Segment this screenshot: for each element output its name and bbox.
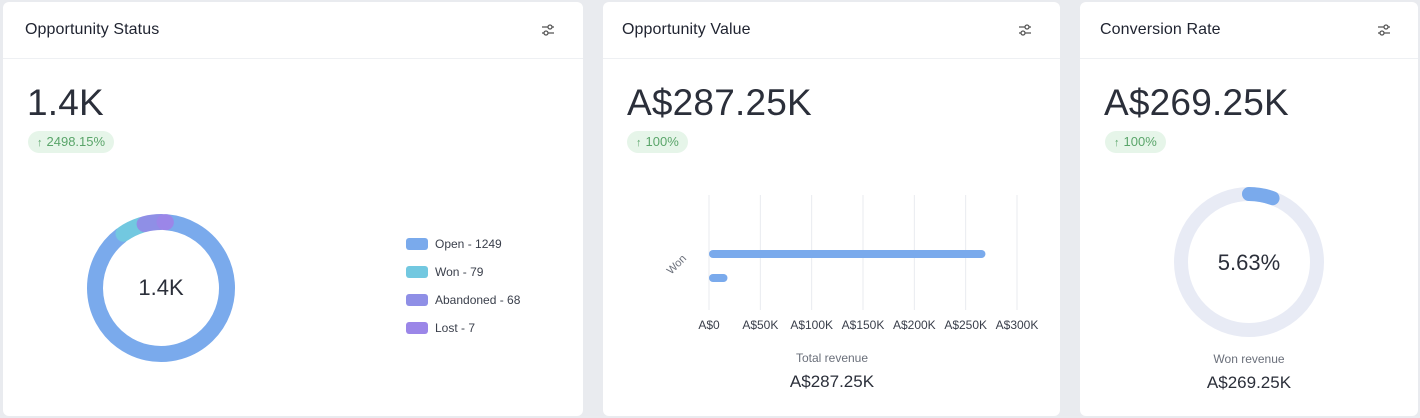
card-title: Conversion Rate (1100, 21, 1221, 38)
x-tick-label: A$200K (893, 318, 936, 332)
card-header: Opportunity Status (3, 2, 583, 59)
change-value: 100% (645, 134, 679, 149)
kpi-value: A$269.25K (1104, 82, 1289, 123)
gauge-chart: 5.63% (1174, 187, 1324, 337)
change-badge: ↑ 100% (627, 131, 688, 153)
chart-caption-value: A$287.25K (789, 372, 875, 391)
chart-caption: Won revenue (1213, 352, 1285, 366)
sliders-icon[interactable] (540, 22, 556, 38)
chart-caption-value: A$269.25K (1206, 373, 1292, 392)
legend-swatch (406, 238, 428, 250)
change-badge: ↑ 2498.15% (28, 131, 115, 153)
kpi-value: 1.4K (27, 82, 104, 123)
x-tick-label: A$150K (842, 318, 885, 332)
opportunity-status-card: Opportunity Status 1.4K ↑ 2498.15% 1.4K O… (3, 2, 583, 416)
donut-chart: 1.4K (87, 213, 235, 362)
legend-label: Abandoned - 68 (435, 293, 521, 307)
opportunity-value-card: Opportunity Value A$287.25K ↑ 100% A$0 A$5… (603, 2, 1060, 416)
card-title: Opportunity Status (25, 21, 160, 38)
x-tick-label: A$0 (698, 318, 720, 332)
change-value: 2498.15% (46, 134, 106, 149)
x-tick-label: A$300K (996, 318, 1039, 332)
card-title: Opportunity Value (622, 21, 751, 38)
gauge-center-label: 5.63% (1218, 250, 1280, 275)
donut-slice-open[interactable] (87, 214, 235, 362)
y-category-label: Won (665, 253, 689, 277)
card-header: Conversion Rate (1080, 2, 1418, 59)
arrow-up-icon: ↑ (37, 137, 43, 149)
x-tick-label: A$50K (742, 318, 778, 332)
x-tick-label: A$250K (944, 318, 987, 332)
change-badge: ↑ 100% (1105, 131, 1166, 153)
card-header: Opportunity Value (603, 2, 1060, 59)
legend-label: Won - 79 (435, 265, 484, 279)
sliders-icon[interactable] (1017, 22, 1033, 38)
legend-swatch (406, 266, 428, 278)
legend-label: Open - 1249 (435, 237, 502, 251)
x-tick-label: A$100K (790, 318, 833, 332)
gauge-fill[interactable] (1242, 187, 1280, 206)
legend-swatch (406, 322, 428, 334)
sliders-icon[interactable] (1376, 22, 1392, 38)
chart-caption: Total revenue (795, 351, 869, 365)
arrow-up-icon: ↑ (1114, 137, 1120, 149)
change-value: 100% (1123, 134, 1157, 149)
arrow-up-icon: ↑ (636, 137, 642, 149)
legend-label: Lost - 7 (435, 321, 476, 335)
donut-center-label: 1.4K (138, 275, 184, 300)
conversion-rate-card: Conversion Rate A$269.25K ↑ 100% 5.63% Wo… (1080, 2, 1418, 416)
kpi-value: A$287.25K (627, 82, 812, 123)
legend-swatch (406, 294, 428, 306)
bar-chart: A$0 A$50K A$100K A$150K A$200K A$250K A$300K Wo… (665, 195, 1039, 332)
